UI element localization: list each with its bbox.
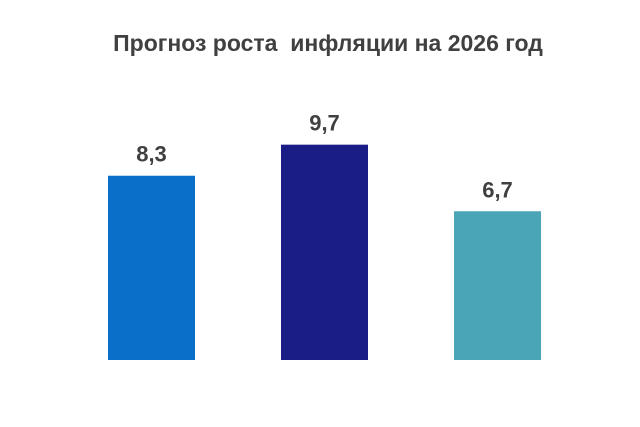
bar-2 <box>281 144 368 360</box>
data-label-3: 6,7 <box>482 177 513 202</box>
data-label-2: 9,7 <box>309 111 340 136</box>
data-label-1: 8,3 <box>136 142 167 167</box>
bar-1 <box>108 175 195 360</box>
bar-3 <box>454 211 541 360</box>
chart-title: Прогноз роста инфляции на 2026 год <box>113 30 543 56</box>
